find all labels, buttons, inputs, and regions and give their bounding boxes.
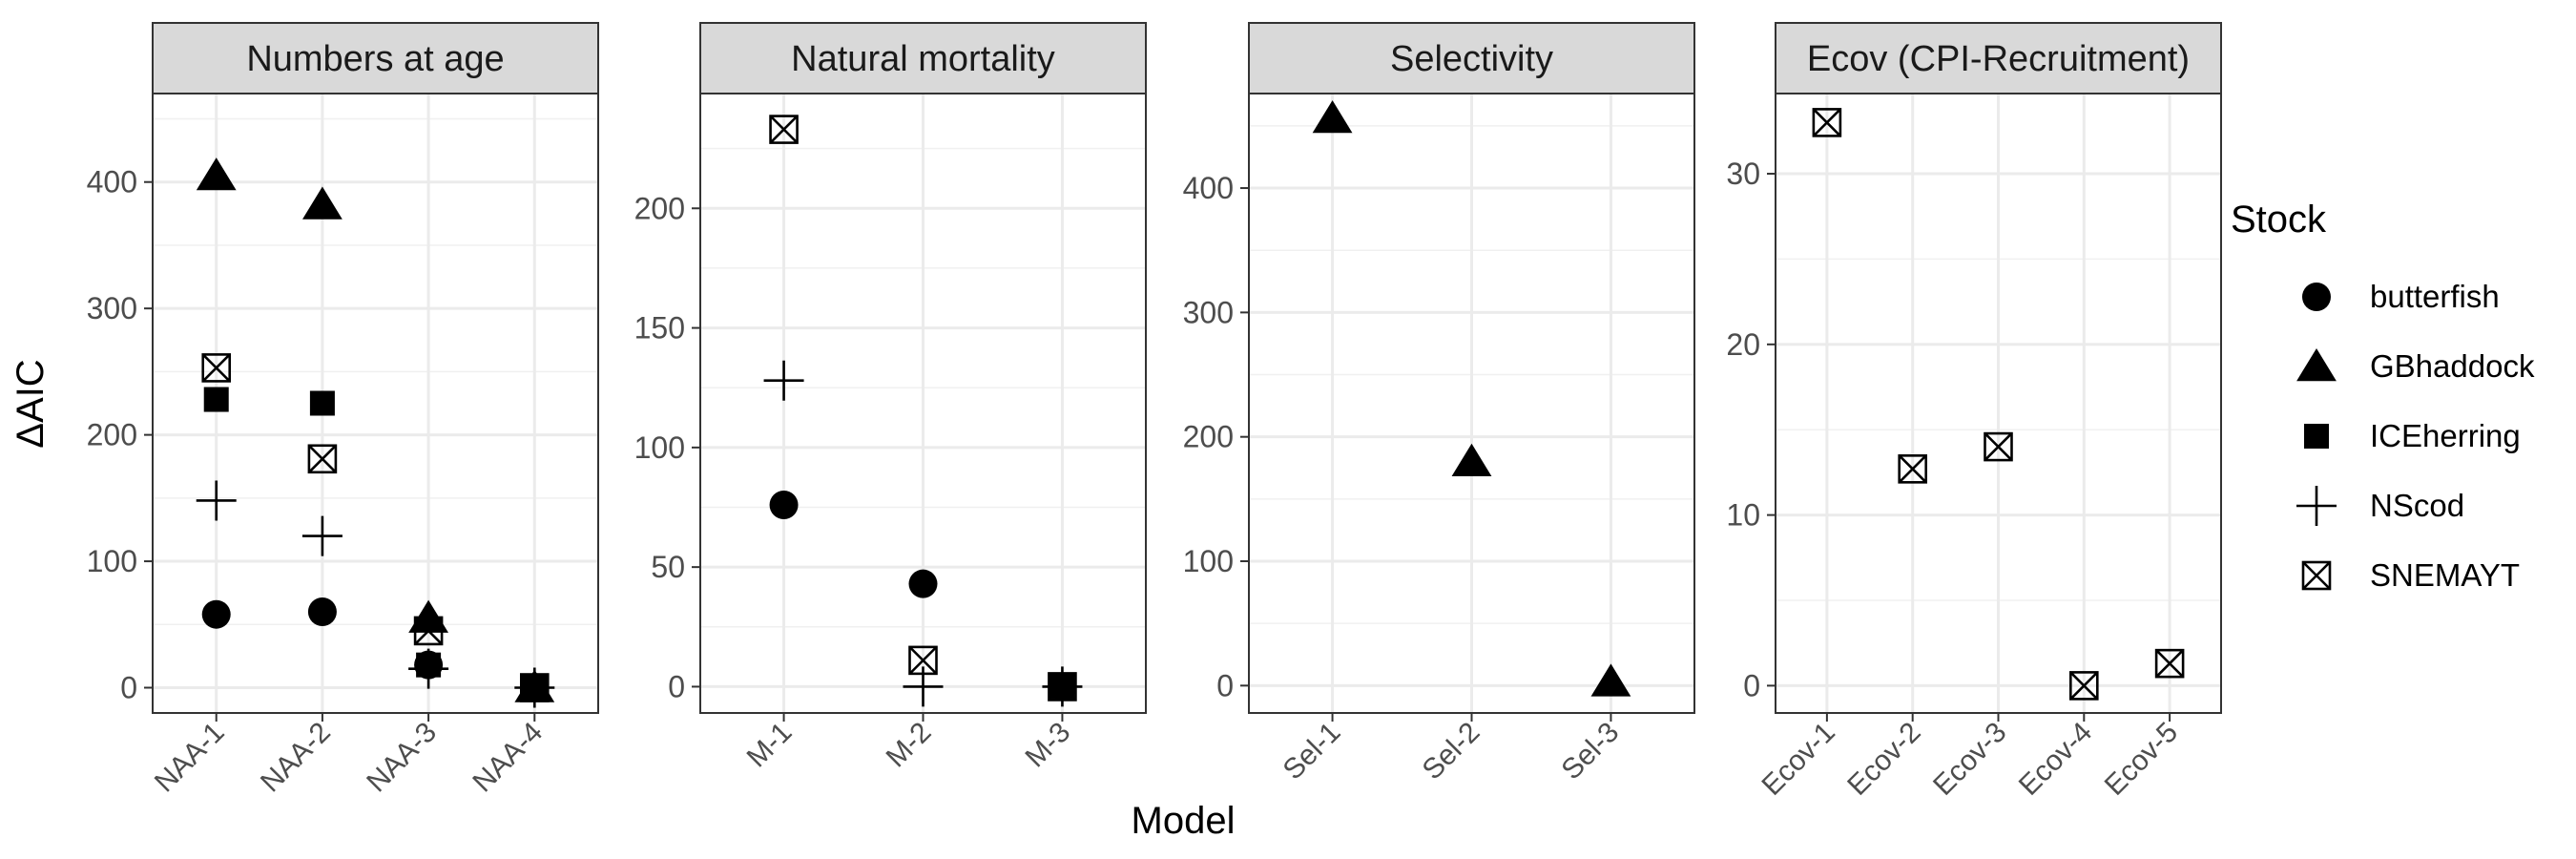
point-snemayt-ecov-2: [1898, 454, 1927, 484]
y-tick-label: 300: [87, 291, 137, 325]
point-gbhaddock-naa-2: [302, 186, 343, 220]
x-axis-label: Model: [1132, 800, 1236, 842]
x-tick-label: Ecov-1: [1755, 717, 1840, 802]
x-tick-label: Ecov-4: [2013, 717, 2098, 802]
point-gbhaddock-naa-1: [196, 157, 237, 191]
point-gbhaddock-sel-2: [1451, 443, 1492, 476]
panel-selectivity: Selectivity 0 100 200 300 400 Sel-1 Sel-2 Sel-3: [1183, 22, 1695, 786]
point-nscod-m-1: [763, 360, 804, 401]
x-tick-label: Ecov-3: [1927, 717, 2012, 802]
point-gbhaddock-sel-3: [1590, 663, 1631, 697]
y-tick-label: 20: [1726, 327, 1760, 362]
x-tick-label: Sel-1: [1278, 717, 1347, 786]
y-tick-label: 300: [1183, 295, 1234, 329]
legend-item-iceherring: ICEherring: [2304, 418, 2521, 453]
y-tick-label: 0: [668, 669, 685, 703]
panel-natural-mortality: Natural mortality 0 50 100 150 200 M-1 M-2 M-3: [634, 22, 1147, 774]
facet-strip: [1248, 22, 1695, 94]
x-tick-label: Ecov-5: [2099, 717, 2184, 802]
x-tick-label: Sel-3: [1556, 717, 1626, 786]
y-tick-label: 0: [1216, 668, 1234, 702]
point-nscod-naa-1: [196, 480, 237, 521]
facet-title: Selectivity: [1390, 39, 1553, 79]
y-tick-label: 50: [651, 550, 685, 584]
point-iceherring-naa-1: [203, 387, 229, 412]
point-snemayt-ecov-5: [2154, 648, 2185, 679]
point-snemayt-naa-3: [413, 616, 444, 646]
legend-key-nscod: [2296, 486, 2337, 526]
legend-key-snemayt: [2301, 560, 2332, 591]
facet-title: Ecov (CPI-Recruitment): [1807, 39, 2190, 79]
legend-items: butterfish GBhaddock ICEherring NScod SNEMAY…: [2296, 279, 2535, 593]
point-iceherring-naa-2: [309, 390, 335, 416]
point-snemayt-m-2: [908, 645, 938, 676]
point-snemayt-naa-2: [307, 444, 338, 474]
y-tick-label: 10: [1726, 498, 1760, 533]
x-tick-label: Sel-2: [1417, 717, 1486, 786]
point-butterfish-naa-2: [307, 597, 337, 627]
legend-key-butterfish: [2302, 283, 2331, 311]
panel-numbers-at-age: Numbers at age 0 100 200 300 400 NAA-1 NAA-2 NAA…: [87, 22, 599, 799]
point-butterfish-m-1: [769, 490, 799, 519]
legend-label: NScod: [2370, 488, 2464, 523]
legend-key-gbhaddock: [2296, 348, 2337, 382]
y-tick-label: 30: [1726, 157, 1760, 191]
legend-item-gbhaddock: GBhaddock: [2296, 348, 2535, 384]
legend-label: SNEMAYT: [2370, 557, 2520, 593]
y-tick-label: 0: [1743, 668, 1760, 702]
y-tick-label: 200: [634, 191, 685, 225]
point-butterfish-m-2: [908, 569, 938, 598]
point-gbhaddock-sel-1: [1312, 100, 1353, 134]
y-tick-label: 200: [87, 418, 137, 452]
y-tick-label: 0: [120, 671, 137, 705]
x-tick-label: M-3: [1020, 717, 1077, 774]
x-tick-label: M-2: [881, 717, 938, 774]
x-tick-label: NAA-2: [255, 717, 337, 799]
facet-strip: [152, 22, 599, 94]
legend-label: butterfish: [2370, 279, 2500, 314]
x-tick-label: NAA-1: [149, 717, 231, 799]
legend-item-snemayt: SNEMAYT: [2301, 557, 2520, 593]
point-snemayt-naa-4: [519, 673, 550, 702]
y-tick-label: 150: [634, 311, 685, 346]
point-butterfish-naa-1: [201, 599, 231, 629]
point-snemayt-m-3: [1048, 672, 1077, 702]
x-tick-label: NAA-3: [361, 717, 443, 799]
legend-item-nscod: NScod: [2296, 486, 2464, 526]
legend-item-butterfish: butterfish: [2302, 279, 2500, 314]
y-tick-label: 100: [1183, 544, 1234, 578]
point-nscod-naa-2: [301, 515, 343, 556]
x-tick-label: M-1: [741, 717, 799, 774]
y-tick-label: 400: [1183, 171, 1234, 205]
point-snemayt-ecov-1: [1812, 108, 1842, 137]
point-snemayt-ecov-4: [2069, 671, 2099, 701]
facet-title: Natural mortality: [791, 39, 1055, 79]
legend-key-iceherring: [2304, 424, 2329, 449]
facet-title: Numbers at age: [246, 39, 504, 79]
point-snemayt-m-1: [769, 115, 799, 144]
y-axis-label: ΔAIC: [10, 359, 52, 448]
facet-strip: [699, 22, 1147, 94]
legend: Stock butterfish GBhaddock ICEherring NScod…: [2231, 199, 2535, 593]
x-tick-label: Ecov-2: [1841, 717, 1926, 802]
legend-title: Stock: [2231, 199, 2327, 241]
y-tick-label: 400: [87, 165, 137, 199]
y-tick-label: 200: [1183, 420, 1234, 454]
point-snemayt-ecov-3: [1984, 431, 2013, 462]
legend-label: GBhaddock: [2370, 348, 2535, 384]
point-snemayt-naa-1: [201, 353, 232, 383]
legend-label: ICEherring: [2370, 418, 2521, 453]
facet-strip: [1775, 22, 2222, 94]
point-nscod-naa-3: [408, 648, 449, 689]
x-tick-label: NAA-4: [467, 717, 549, 799]
y-tick-label: 100: [87, 544, 137, 578]
y-tick-label: 100: [634, 430, 685, 465]
